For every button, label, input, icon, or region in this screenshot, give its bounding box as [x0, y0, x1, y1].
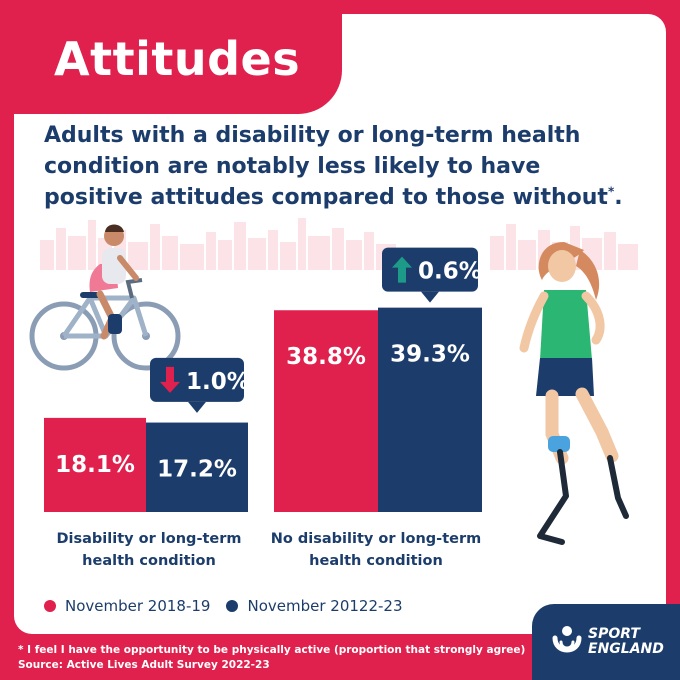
- bar-value-label: 18.1%: [55, 452, 135, 478]
- bar: [274, 310, 378, 512]
- logo-line: SPORT: [588, 626, 640, 642]
- legend-label: November 20122-23: [247, 597, 403, 615]
- cyclist-illustration: [29, 224, 181, 371]
- x-axis-label-disability: Disability or long-term health condition: [40, 528, 258, 572]
- title-tab: Attitudes: [14, 14, 342, 114]
- bar: [146, 422, 248, 512]
- bar: [378, 307, 482, 512]
- callout-pointer: [188, 401, 206, 413]
- headline-marker: *: [607, 184, 615, 199]
- x-axis-label-line: Disability or long-term: [56, 531, 242, 547]
- x-axis-label-no-disability: No disability or long-term health condit…: [266, 528, 486, 572]
- headline-text: Adults with a disability or long-term he…: [44, 123, 608, 210]
- change-label: 1.0%: [186, 369, 250, 395]
- bar-value-label: 17.2%: [157, 457, 237, 483]
- chart-legend: November 2018-19 November 20122-23: [44, 597, 419, 615]
- x-axis-label-line: health condition: [309, 553, 443, 569]
- bar-value-label: 39.3%: [390, 342, 470, 368]
- footnote-text: * I feel I have the opportunity to be ph…: [18, 644, 526, 656]
- change-label: 0.6%: [418, 259, 482, 285]
- legend-item-2022-23: November 20122-23: [226, 597, 403, 615]
- sport-england-logo: SPORT ENGLAND: [532, 604, 680, 680]
- arrow-down-icon: [160, 366, 180, 393]
- bar-chart: 18.1% 17.2% 1.0% 38.8% 39.3% 0.6%: [44, 247, 482, 512]
- sport-england-logo-icon: [552, 626, 582, 653]
- callout-pointer: [421, 291, 439, 303]
- logo-line: ENGLAND: [588, 641, 664, 657]
- legend-item-2018-19: November 2018-19: [44, 597, 210, 615]
- legend-swatch: [226, 600, 239, 612]
- arrow-up-icon: [392, 256, 412, 283]
- bar-value-label: 38.8%: [286, 344, 366, 370]
- source-text: Source: Active Lives Adult Survey 2022-2…: [18, 659, 270, 671]
- legend-label: November 2018-19: [65, 597, 211, 615]
- x-axis-label-line: health condition: [82, 553, 216, 569]
- logo-text: SPORT ENGLAND: [588, 627, 664, 657]
- footnote: * I feel I have the opportunity to be ph…: [18, 643, 525, 673]
- legend-swatch: [44, 600, 56, 612]
- page-title: Attitudes: [54, 32, 301, 86]
- x-axis-label-line: No disability or long-term: [270, 531, 482, 547]
- headline: Adults with a disability or long-term he…: [44, 123, 623, 210]
- runner-illustration: [519, 242, 629, 545]
- bar: [44, 417, 146, 512]
